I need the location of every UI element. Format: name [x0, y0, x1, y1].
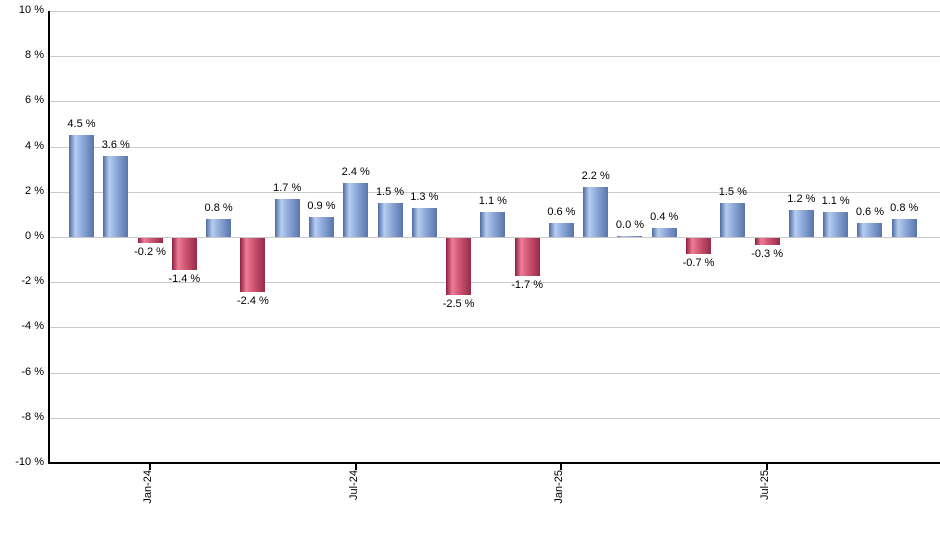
x-axis-tick [560, 464, 563, 470]
bar-value-label: 0.8 % [204, 201, 233, 214]
bar-positive [857, 223, 883, 237]
bar-positive [377, 203, 403, 237]
bar-value-label: 1.3 % [410, 190, 439, 203]
bar-positive [788, 209, 814, 237]
y-axis-tick-label: -8 % [21, 411, 44, 423]
y-axis-tick-label: 4 % [25, 140, 44, 152]
bar-value-label: 1.1 % [821, 195, 850, 208]
y-axis-line [48, 11, 50, 463]
bar-value-label: 2.2 % [581, 170, 610, 183]
bar-value-label: -2.4 % [236, 295, 269, 308]
bar-negative [137, 238, 163, 243]
bar-value-label: -1.4 % [168, 272, 201, 285]
bar-negative [446, 238, 472, 295]
bar-value-label: -0.7 % [682, 256, 715, 269]
y-axis-tick-label: 6 % [25, 94, 44, 106]
y-gridline [49, 373, 940, 374]
y-gridline [49, 56, 940, 57]
y-gridline [49, 147, 940, 148]
bar-positive [823, 212, 849, 237]
bar-negative [514, 238, 540, 277]
bar-positive [891, 218, 917, 237]
x-axis-tick [149, 464, 152, 470]
x-axis-tick-label: Jul-24 [347, 470, 360, 500]
bar-positive [480, 212, 506, 237]
bar-value-label: -1.7 % [511, 279, 544, 292]
y-gridline [49, 11, 940, 12]
bar-value-label: 1.5 % [718, 186, 747, 199]
y-gridline [49, 237, 940, 238]
bar-value-label: 0.6 % [855, 206, 884, 219]
y-gridline [49, 101, 940, 102]
bar-value-label: 1.2 % [787, 192, 816, 205]
bar-value-label: -0.2 % [134, 245, 166, 258]
bar-negative [171, 238, 197, 270]
bar-positive [103, 155, 129, 237]
x-axis-tick [766, 464, 769, 470]
y-gridline [49, 282, 940, 283]
bar-value-label: 0.6 % [547, 206, 576, 219]
bar-negative [686, 238, 712, 254]
bar-value-label: 3.6 % [101, 138, 130, 151]
y-gridline [49, 418, 940, 419]
bar-positive [651, 227, 677, 237]
plot-area [49, 11, 940, 463]
y-axis-tick-label: 2 % [25, 185, 44, 197]
bar-positive [720, 203, 746, 237]
bar-value-label: 1.5 % [375, 186, 405, 199]
x-axis-tick-label: Jan-24 [142, 470, 155, 504]
bar-value-label: 0.8 % [890, 201, 919, 214]
y-axis-tick-label: -6 % [21, 366, 44, 378]
bar-value-label: 2.4 % [341, 165, 370, 178]
y-gridline [49, 192, 940, 193]
bar-positive [583, 187, 609, 237]
bar-positive [617, 235, 643, 237]
bar-value-label: -2.5 % [442, 297, 475, 310]
y-gridline [49, 327, 940, 328]
x-axis-tick-label: Jul-25 [759, 470, 772, 500]
bar-value-label: 0.0 % [615, 218, 645, 231]
y-axis-tick-label: 10 % [18, 4, 44, 16]
bar-value-label: 0.9 % [307, 199, 336, 212]
bar-positive [343, 182, 369, 237]
bar-negative [240, 238, 266, 293]
bar-positive [548, 223, 574, 237]
bar-positive [206, 218, 232, 237]
x-axis-tick [354, 464, 357, 470]
bar-value-label: 1.7 % [273, 181, 302, 194]
y-axis-tick-label: 8 % [25, 49, 44, 61]
bar-value-label: 1.1 % [478, 195, 507, 208]
bar-positive [274, 198, 300, 237]
bar-value-label: 4.5 % [67, 118, 96, 131]
bar-value-label: 0.4 % [650, 210, 679, 223]
x-axis-tick-label: Jan-25 [553, 470, 566, 504]
bar-positive [411, 207, 437, 237]
y-axis-tick-label: -4 % [21, 320, 44, 332]
bar-negative [754, 238, 780, 245]
y-axis-tick-label: 0 % [25, 230, 44, 242]
y-axis-tick-label: -2 % [21, 275, 44, 287]
bar-positive [308, 216, 334, 237]
bar-value-label: -0.3 % [751, 247, 783, 260]
bar-positive [69, 135, 94, 237]
y-axis-tick-label: -10 % [15, 456, 44, 468]
x-axis-line [48, 462, 940, 464]
